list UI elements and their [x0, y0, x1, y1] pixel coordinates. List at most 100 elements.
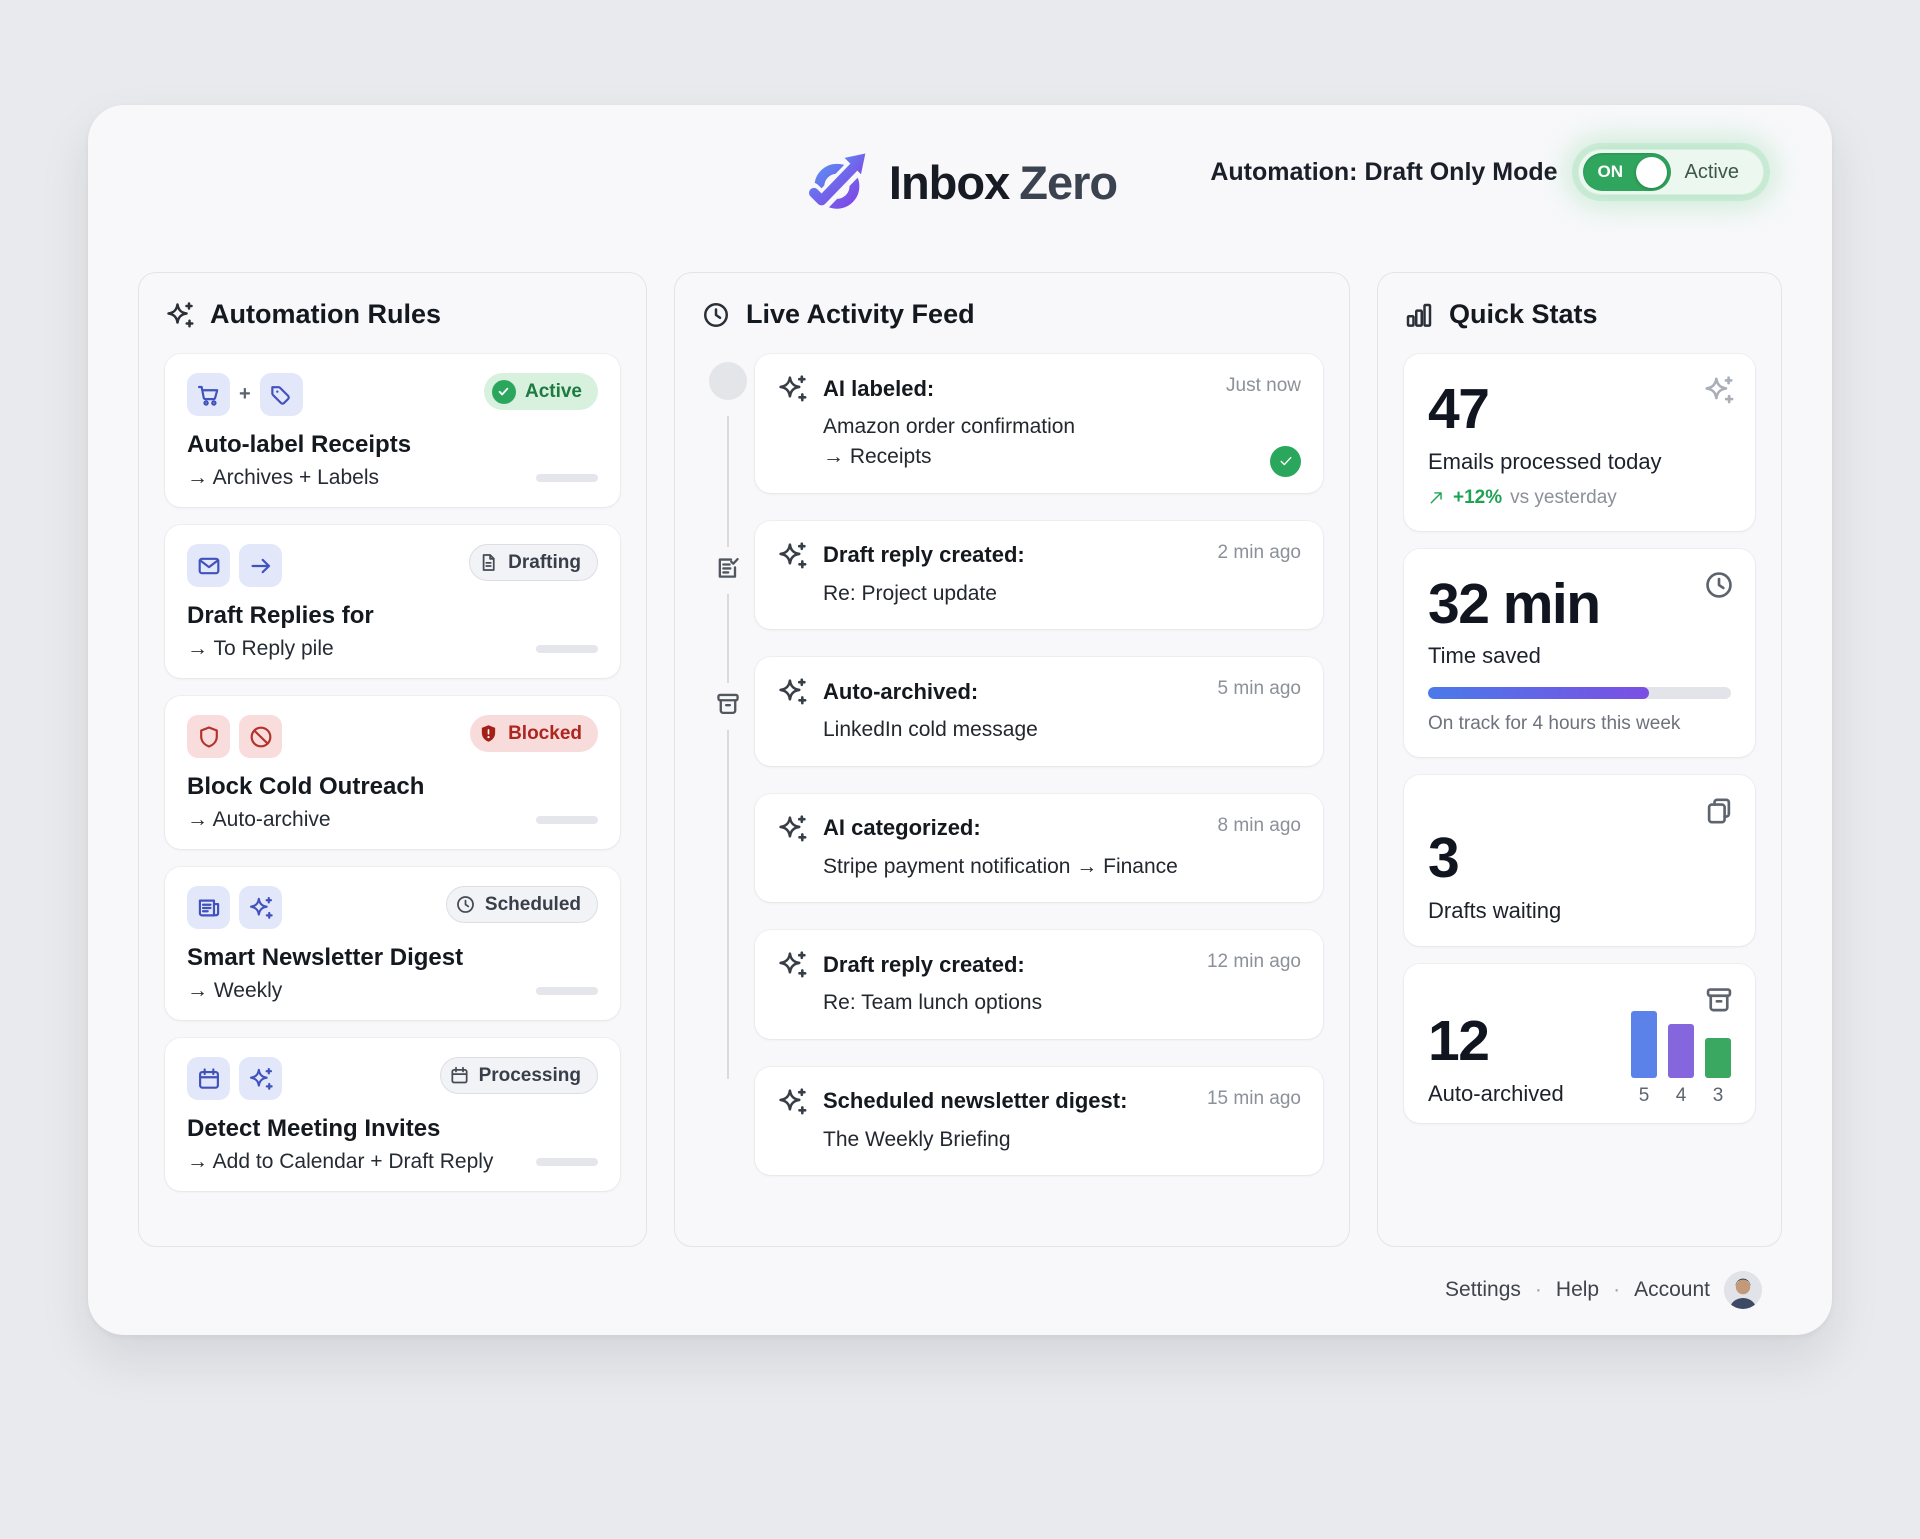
stat-card-emails-processed: 47 Emails processed today +12% vs yester…	[1404, 354, 1755, 531]
ai-sparkles-icon	[777, 1086, 808, 1117]
rule-action: → Weekly	[187, 979, 283, 1002]
time-saved-progress-fill	[1428, 687, 1650, 700]
feed-row: Auto-archived: 5 min ago LinkedIn cold m…	[701, 657, 1323, 766]
feed-timeline-rail	[701, 521, 755, 629]
toggle-on-label: ON	[1597, 162, 1624, 181]
feed-event-title: Draft reply created:	[823, 951, 1025, 977]
rule-chip-2	[239, 886, 282, 929]
timeline-icon	[714, 683, 742, 731]
activity-feed-title: Live Activity Feed	[746, 299, 975, 329]
brand-name-secondary: Zero	[1019, 156, 1118, 209]
rule-chip-1	[187, 1057, 230, 1100]
mini-bar-label: 5	[1638, 1084, 1650, 1106]
draft-status-dots	[1662, 901, 1731, 918]
footer: Settings · Help · Account	[1445, 1271, 1762, 1309]
time-saved-progress-bar	[1428, 687, 1731, 700]
toggle-pill[interactable]: ON	[1582, 153, 1671, 191]
mini-bar	[1668, 1024, 1694, 1078]
rule-bottom-row: → Auto-archive	[187, 808, 598, 832]
feed-timestamp: 8 min ago	[1217, 814, 1301, 836]
trend-up-icon	[1428, 489, 1445, 506]
feed-event-title: Scheduled newsletter digest:	[823, 1088, 1128, 1114]
rule-card[interactable]: Processing Detect Meeting Invites → Add …	[165, 1038, 620, 1191]
automation-mode-label: Automation: Draft Only Mode	[1210, 157, 1558, 186]
feed-row: AI categorized: 8 min ago Stripe payment…	[701, 793, 1323, 903]
rule-progress-bar	[536, 1158, 598, 1166]
auto-archived-mini-chart: 5 4 3	[1631, 1010, 1731, 1107]
feed-event-body: Re: Project update	[823, 581, 997, 605]
feed-timeline-rail	[701, 794, 755, 902]
badge-icon	[478, 723, 499, 744]
mini-bar-column: 4	[1668, 1024, 1694, 1107]
quick-stats-panel: Quick Stats 47 Emails processed today +1…	[1377, 272, 1782, 1247]
time-saved-caption: On track for 4 hours this week	[1428, 713, 1681, 735]
rule-card[interactable]: Scheduled Smart Newsletter Digest → Week…	[165, 867, 620, 1020]
mini-bar-label: 3	[1712, 1084, 1724, 1106]
rule-progress-bar	[536, 816, 598, 824]
toggle-knob[interactable]	[1635, 156, 1667, 188]
quick-stats-title: Quick Stats	[1449, 299, 1598, 329]
avatar[interactable]	[1724, 1271, 1762, 1309]
feed-timestamp: 2 min ago	[1217, 541, 1301, 563]
ai-sparkles-icon	[777, 949, 808, 980]
brand: Inbox Zero	[802, 148, 1118, 218]
help-link[interactable]: Help	[1555, 1278, 1600, 1301]
rule-top-row: + Active	[187, 373, 598, 416]
feed-timeline-rail	[701, 354, 755, 493]
rule-icon	[196, 553, 222, 579]
settings-link[interactable]: Settings	[1445, 1278, 1521, 1301]
feed-timeline-rail	[701, 930, 755, 1038]
rule-icon	[248, 724, 274, 750]
feed-card[interactable]: Draft reply created: 2 min ago Re: Proje…	[755, 520, 1323, 630]
feed-timestamp: 12 min ago	[1206, 951, 1301, 973]
trend-note: vs yesterday	[1510, 486, 1617, 508]
auto-archived-label: Auto-archived	[1428, 1080, 1564, 1106]
draft-dot	[1688, 901, 1705, 918]
feed-timestamp: 5 min ago	[1217, 678, 1301, 700]
rule-title: Auto-label Receipts	[187, 431, 412, 458]
feed-event-title: Draft reply created:	[823, 542, 1025, 568]
feed-card-head: AI categorized:	[777, 813, 1301, 844]
inbox-zero-logo-icon	[802, 152, 866, 211]
rule-bottom-row: → Archives + Labels	[187, 466, 598, 490]
rule-action: → Archives + Labels	[187, 466, 380, 489]
dashboard: Inbox Zero Automation: Draft Only Mode ON…	[88, 105, 1832, 1335]
rule-chip-2	[239, 544, 282, 587]
account-link[interactable]: Account	[1634, 1278, 1710, 1301]
badge-label: Scheduled	[484, 893, 581, 915]
feed-event-title: Auto-archived:	[823, 678, 979, 704]
feed-card-head: AI labeled:	[777, 373, 1301, 404]
rule-chip-2	[239, 715, 282, 758]
rule-chip-1	[187, 715, 230, 758]
rule-chip-1	[187, 373, 230, 416]
feed-card[interactable]: AI labeled: Just now Amazon order confir…	[755, 354, 1323, 493]
badge-icon	[449, 1065, 470, 1086]
feed-timeline-rail	[701, 657, 755, 765]
rule-card[interactable]: + Active Auto-label Receipts → Archives …	[165, 354, 620, 507]
rule-top-row: Drafting	[187, 544, 598, 587]
feed-event-body: Amazon order confirmation → Receipts	[823, 415, 1076, 469]
feed-event-body: Re: Team lunch options	[823, 991, 1043, 1015]
stat-card-time-saved: 32 min Time saved On track for 4 hours t…	[1404, 548, 1755, 758]
feed-card[interactable]: Draft reply created: 12 min ago Re: Team…	[755, 930, 1323, 1039]
rule-list: + Active Auto-label Receipts → Archives …	[165, 354, 620, 1191]
archive-icon	[1703, 984, 1735, 1021]
rule-icon-chips	[187, 544, 282, 587]
badge-icon	[455, 894, 476, 915]
timeline-node	[709, 362, 747, 400]
feed-card[interactable]: Scheduled newsletter digest: 15 min ago …	[755, 1066, 1323, 1176]
rule-action: → To Reply pile	[187, 637, 334, 660]
rule-icon-chips: +	[187, 373, 303, 416]
feed-card-head: Draft reply created:	[777, 540, 1301, 571]
rule-icon	[196, 895, 222, 921]
status-badge: Drafting	[469, 544, 598, 581]
ai-sparkles-icon	[777, 373, 808, 404]
rule-card[interactable]: Drafting Draft Replies for → To Reply pi…	[165, 525, 620, 678]
clock-icon	[1703, 569, 1735, 606]
rule-icon	[248, 895, 274, 921]
automation-toggle[interactable]: ON Active	[1577, 149, 1764, 195]
feed-card[interactable]: AI categorized: 8 min ago Stripe payment…	[755, 793, 1323, 903]
feed-card[interactable]: Auto-archived: 5 min ago LinkedIn cold m…	[755, 657, 1323, 766]
stat-card-auto-archived: 12 Auto-archived 5 4	[1404, 964, 1755, 1123]
rule-card[interactable]: Blocked Block Cold Outreach → Auto-archi…	[165, 696, 620, 849]
